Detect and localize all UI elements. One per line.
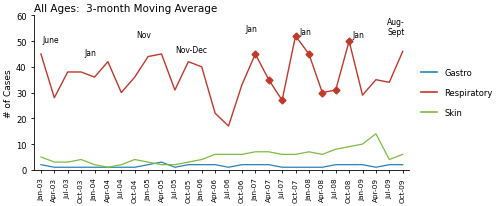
Text: All Ages:  3-month Moving Average: All Ages: 3-month Moving Average — [34, 4, 218, 14]
Text: Jan: Jan — [246, 25, 257, 34]
Y-axis label: # of Cases: # of Cases — [4, 69, 13, 117]
Text: June: June — [42, 35, 58, 44]
Text: Jan: Jan — [84, 48, 96, 57]
Text: Aug-
Sept: Aug- Sept — [387, 18, 405, 37]
Legend: Gastro, Respiratory, Skin: Gastro, Respiratory, Skin — [418, 66, 496, 121]
Text: Nov-Dec: Nov-Dec — [175, 46, 207, 55]
Text: Jan: Jan — [352, 30, 364, 39]
Text: Jan: Jan — [299, 28, 311, 37]
Text: Nov: Nov — [136, 30, 152, 39]
